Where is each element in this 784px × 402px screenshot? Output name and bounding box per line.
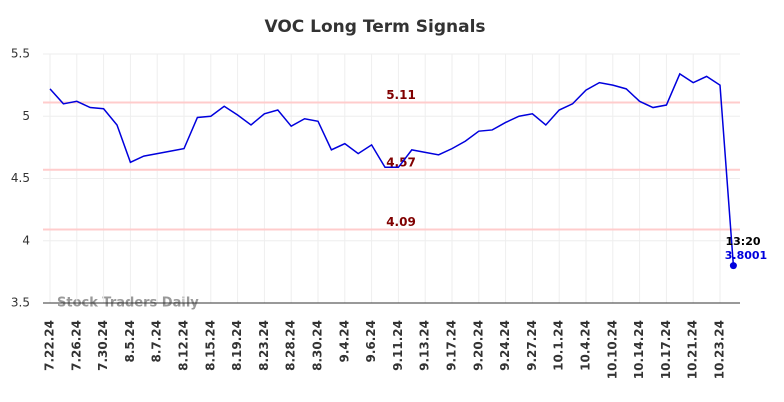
x-tick-label: 8.28.24 xyxy=(284,320,298,371)
y-tick-label: 3.5 xyxy=(11,296,30,310)
x-tick-label: 10.23.24 xyxy=(713,320,727,379)
y-tick-label: 5.5 xyxy=(11,47,30,61)
x-tick-label: 9.24.24 xyxy=(498,320,512,371)
x-tick-label: 9.27.24 xyxy=(525,320,539,371)
x-tick-label: 9.6.24 xyxy=(364,320,378,363)
x-tick-label: 10.14.24 xyxy=(632,320,646,379)
x-tick-label: 8.7.24 xyxy=(150,320,164,363)
x-tick-label: 9.20.24 xyxy=(471,320,485,371)
x-tick-label: 8.30.24 xyxy=(311,320,325,371)
signal-label: 5.11 xyxy=(386,88,416,102)
signal-label: 4.57 xyxy=(386,155,416,169)
y-tick-label: 4.5 xyxy=(11,171,30,185)
x-tick-label: 10.17.24 xyxy=(659,320,673,379)
x-tick-label: 9.11.24 xyxy=(391,320,405,371)
signal-label: 4.09 xyxy=(386,215,416,229)
chart-title: VOC Long Term Signals xyxy=(264,17,485,37)
last-point xyxy=(729,262,737,270)
x-tick-label: 8.19.24 xyxy=(230,320,244,371)
x-tick-label: 8.23.24 xyxy=(257,320,271,371)
y-tick-label: 5 xyxy=(22,109,30,123)
x-tick-label: 10.4.24 xyxy=(579,320,593,371)
x-tick-label: 8.15.24 xyxy=(203,320,217,371)
y-tick-label: 4 xyxy=(22,233,30,247)
price-line xyxy=(49,72,735,266)
x-tick-label: 9.4.24 xyxy=(337,320,351,363)
x-tick-label: 10.10.24 xyxy=(605,320,619,379)
x-tick-label: 7.30.24 xyxy=(96,320,110,371)
last-time: 13:20 xyxy=(725,235,760,248)
x-tick-label: 10.21.24 xyxy=(686,320,700,379)
x-tick-label: 7.22.24 xyxy=(43,320,57,371)
x-tick-label: 9.17.24 xyxy=(445,320,459,371)
x-tick-label: 8.12.24 xyxy=(177,320,191,371)
x-tick-label: 7.26.24 xyxy=(69,320,83,371)
x-tick-label: 10.1.24 xyxy=(552,320,566,371)
last-value: 3.8001 xyxy=(725,249,767,262)
x-tick-label: 9.13.24 xyxy=(418,320,432,371)
x-tick-label: 8.5.24 xyxy=(123,320,137,363)
